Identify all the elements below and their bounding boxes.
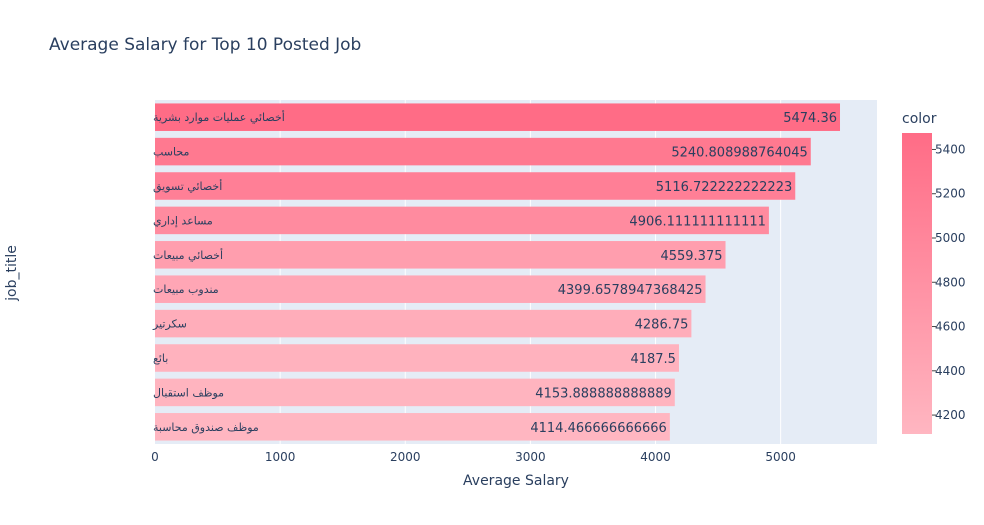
bar-value-label: 5240.808988764045 (671, 146, 807, 161)
y-category-label: مندوب مبيعات (153, 283, 219, 296)
bar-value-label: 4187.5 (630, 352, 676, 367)
colorbar-title: color (902, 111, 937, 127)
bar-value-label: 4559.375 (660, 249, 722, 264)
bar (155, 344, 679, 372)
x-tick-label: 5000 (765, 450, 796, 464)
colorbar-tick-label: 4200 (935, 408, 966, 422)
bar (155, 413, 670, 441)
colorbar-tick-label: 4800 (935, 275, 966, 289)
bar-value-label: 4153.888888888889 (535, 386, 671, 401)
x-tick-label: 4000 (640, 450, 671, 464)
bar-value-label: 5474.36 (783, 111, 837, 126)
bar (155, 172, 796, 200)
colorbar-tick-label: 4400 (935, 364, 966, 378)
colorbar-tick-label: 4600 (935, 320, 966, 334)
y-category-label: أخصائي مبيعات (153, 248, 223, 262)
x-axis-ticks: 0 1000 2000 3000 4000 5000 (151, 450, 796, 464)
x-tick-label: 3000 (515, 450, 546, 464)
bar-value-label: 5116.722222222223 (656, 180, 792, 195)
y-category-label: سكرتير (152, 318, 187, 331)
colorbar-gradient (902, 133, 932, 434)
y-category-label: موظف استقبال (153, 386, 224, 399)
y-category-label: أخصائي عمليات موارد بشرية (153, 110, 285, 124)
y-category-label: أخصائي تسويق (153, 179, 222, 194)
bars: 5474.36 5240.808988764045 5116.72222222222… (155, 103, 841, 441)
x-tick-label: 0 (151, 450, 159, 464)
y-category-label: مساعد إداري (153, 214, 213, 227)
bar (155, 309, 692, 338)
y-category-label: موظف صندوق محاسبة (153, 421, 259, 434)
colorbar-tick-label: 5200 (935, 187, 966, 201)
y-axis-categories: أخصائي عمليات موارد بشرية محاسب أخصائي تسو… (152, 110, 285, 434)
bar-value-label: 4114.466666666666 (530, 421, 666, 436)
bar (155, 241, 726, 269)
bar (155, 137, 811, 166)
colorbar-ticks: 4200 4400 4600 4800 5000 5200 5400 (932, 142, 966, 422)
y-category-label: محاسب (153, 146, 189, 159)
bar (155, 206, 769, 235)
y-axis-title: job_title (4, 245, 20, 302)
colorbar: color 4200 4400 4600 4800 5000 5200 5400 (902, 111, 966, 434)
bar-value-label: 4399.6578947368425 (558, 283, 703, 298)
bar (155, 378, 675, 407)
x-axis-title: Average Salary (463, 473, 569, 489)
chart-title: Average Salary for Top 10 Posted Job (49, 35, 361, 55)
bar-value-label: 4906.111111111111 (629, 214, 765, 229)
bar (155, 103, 841, 131)
x-tick-label: 1000 (265, 450, 296, 464)
colorbar-tick-label: 5000 (935, 231, 966, 245)
bar-value-label: 4286.75 (635, 318, 689, 333)
y-category-label: بائع (153, 352, 168, 365)
colorbar-tick-label: 5400 (935, 142, 966, 156)
x-tick-label: 2000 (390, 450, 421, 464)
bar (155, 275, 706, 303)
